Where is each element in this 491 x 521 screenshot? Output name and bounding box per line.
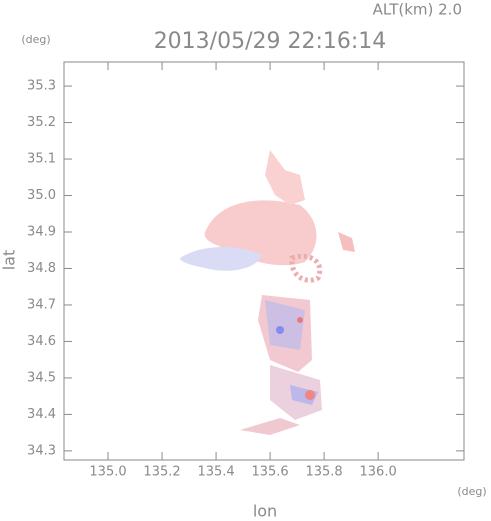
- chart-title: 2013/05/29 22:16:14: [154, 29, 387, 54]
- y-tick-label: 35.0: [27, 188, 56, 203]
- y-tick-label: 35.2: [27, 115, 56, 130]
- x-tick-label: 135.4: [197, 465, 234, 480]
- x-tick-label: 135.6: [251, 465, 288, 480]
- y-tick-label: 34.4: [27, 407, 56, 422]
- y-tick-label: 34.8: [27, 261, 56, 276]
- y-tick-label: 34.3: [27, 443, 56, 458]
- y-tick-label: 34.9: [27, 224, 56, 239]
- x-tick-label: 135.8: [305, 465, 342, 480]
- x-tick-label: 135.2: [143, 465, 180, 480]
- x-tick-label: 135.0: [89, 465, 126, 480]
- y-tick-label: 35.1: [27, 152, 56, 167]
- y-tick-label: 35.3: [27, 79, 56, 94]
- x-tick-label: 136.0: [360, 465, 397, 480]
- y-axis-label: lat: [0, 250, 19, 271]
- chart-subtitle: ALT(km) 2.0: [373, 1, 462, 19]
- echo-field: [180, 150, 355, 435]
- y-tick-label: 34.6: [27, 334, 56, 349]
- x-axis-label: lon: [253, 502, 277, 521]
- x-unit: (deg): [457, 485, 486, 498]
- y-tick-label: 34.7: [27, 297, 56, 312]
- y-unit: (deg): [21, 33, 50, 46]
- plot-frame: [63, 61, 465, 461]
- y-tick-label: 34.5: [27, 370, 56, 385]
